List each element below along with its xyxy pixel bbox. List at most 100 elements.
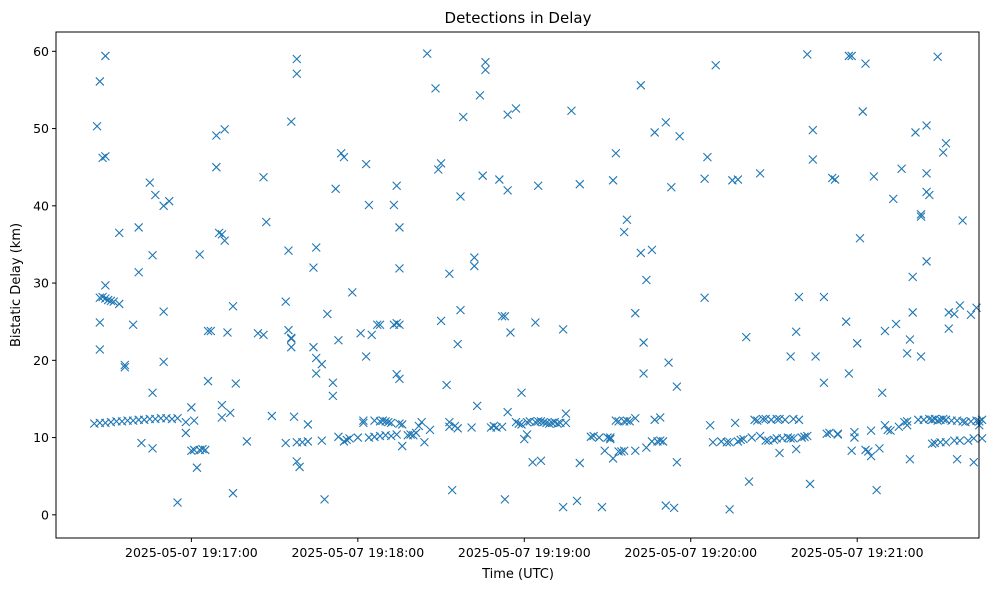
data-point: [383, 417, 393, 427]
data-point: [100, 280, 110, 290]
data-point: [395, 419, 404, 429]
data-point: [286, 342, 296, 352]
data-point: [469, 253, 479, 262]
data-point: [708, 437, 718, 447]
x-tick-label: 2025-05-07 19:19:00: [458, 545, 591, 560]
data-point: [617, 447, 626, 456]
data-point: [603, 433, 612, 442]
y-tick-label: 10: [33, 430, 49, 445]
data-point: [317, 436, 327, 446]
data-point: [397, 441, 407, 451]
data-point: [345, 433, 354, 443]
data-point: [636, 248, 646, 258]
data-point: [786, 352, 796, 361]
data-point: [858, 107, 868, 116]
data-point: [289, 412, 299, 422]
x-tick-label: 2025-05-07 19:17:00: [125, 545, 258, 560]
data-point: [517, 420, 526, 429]
x-tick-label: 2025-05-07 19:21:00: [791, 545, 924, 560]
data-point: [647, 245, 657, 255]
data-point: [741, 332, 751, 342]
data-point: [494, 175, 504, 184]
data-point: [361, 352, 371, 361]
data-point: [203, 326, 213, 336]
data-point: [261, 217, 271, 227]
data-point: [969, 457, 979, 467]
data-point: [478, 171, 488, 181]
data-point: [303, 437, 313, 446]
data-point: [852, 338, 862, 348]
data-point: [347, 287, 357, 297]
data-point: [916, 212, 926, 222]
data-point: [739, 434, 748, 444]
data-point: [605, 433, 615, 442]
data-point: [253, 328, 263, 338]
data-point: [636, 80, 646, 90]
data-point: [148, 250, 157, 260]
data-point: [472, 401, 482, 411]
data-point: [908, 272, 918, 282]
data-point: [200, 445, 210, 455]
data-point: [109, 297, 119, 306]
data-point: [802, 431, 812, 441]
data-point: [744, 477, 754, 486]
data-point: [359, 416, 368, 425]
data-point: [100, 51, 110, 61]
data-point: [475, 90, 485, 100]
data-point: [844, 369, 854, 378]
data-point: [148, 443, 157, 453]
data-point: [203, 376, 213, 386]
data-point: [92, 121, 102, 131]
data-point: [963, 436, 973, 446]
data-point: [186, 403, 196, 412]
data-point: [211, 131, 221, 140]
data-point: [320, 494, 329, 504]
data-point: [780, 415, 790, 425]
data-point: [442, 380, 452, 390]
data-point: [95, 77, 105, 86]
data-point: [284, 246, 293, 256]
data-point: [100, 151, 110, 161]
data-point: [880, 326, 890, 336]
data-point: [655, 413, 665, 422]
data-point: [334, 335, 343, 345]
data-point: [528, 457, 538, 467]
data-point: [159, 357, 169, 367]
data-point: [958, 216, 968, 225]
data-point: [558, 325, 568, 334]
data-point: [833, 429, 843, 439]
data-point: [630, 308, 640, 318]
data-point: [941, 437, 951, 447]
data-point: [902, 416, 912, 426]
data-point: [700, 293, 710, 303]
data-point: [594, 433, 604, 442]
data-point: [150, 190, 160, 200]
data-point: [561, 409, 571, 419]
data-point: [292, 54, 302, 64]
data-point: [905, 454, 915, 464]
data-point: [902, 348, 912, 358]
data-point: [392, 369, 402, 379]
data-point: [128, 320, 138, 330]
data-point: [531, 318, 540, 327]
data-point: [539, 417, 549, 427]
data-point: [395, 374, 404, 384]
data-point: [467, 423, 476, 432]
data-point: [736, 435, 746, 445]
data-point: [381, 416, 390, 426]
data-point: [228, 488, 238, 498]
x-tick-label: 2025-05-07 19:20:00: [624, 545, 757, 560]
data-point: [375, 320, 385, 330]
data-point: [661, 501, 671, 510]
data-point: [317, 359, 327, 369]
data-point: [902, 420, 912, 430]
data-point: [228, 301, 238, 311]
y-tick-label: 40: [33, 198, 49, 213]
data-point: [414, 421, 424, 431]
data-point: [417, 417, 427, 427]
data-point: [489, 421, 499, 431]
data-point: [725, 437, 734, 447]
data-point: [725, 505, 734, 514]
data-point: [619, 446, 629, 456]
data-point: [220, 124, 230, 134]
